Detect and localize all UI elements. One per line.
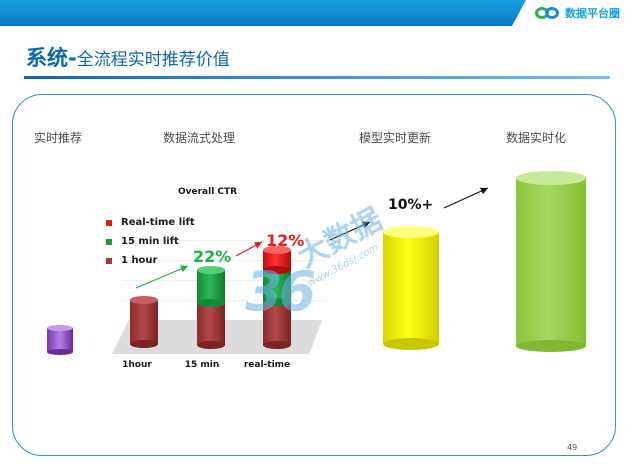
bar-15min [197, 266, 225, 349]
lift-label-22: 22% [193, 247, 232, 266]
model-update-cylinder [383, 226, 439, 350]
title-divider [24, 76, 610, 79]
legend-item-1hour: 1 hour [106, 251, 195, 270]
category-label: 15 min [184, 360, 220, 370]
slide-title-main: 系统- [26, 46, 77, 70]
model-update-lift-label: 10%+ [388, 197, 434, 213]
logo-tab [512, 0, 630, 26]
slide-title-sub: 全流程实时推荐价值 [76, 50, 230, 70]
chart-legend: Real-time lift 15 min lift 1 hour [106, 213, 195, 270]
legend-swatch-green [106, 238, 112, 245]
chart-title: Overall CTR [178, 187, 238, 197]
column-label-model-update: 模型实时更新 [359, 131, 432, 145]
lift-arrow-red [235, 241, 263, 257]
bar-1hour [130, 296, 158, 348]
category-label: real-time [243, 360, 291, 370]
data-realtime-cylinder [516, 171, 586, 352]
legend-label: 1 hour [121, 255, 158, 266]
category-label: 1hour [122, 360, 152, 370]
legend-swatch-brown [106, 257, 112, 264]
flow-arrow-2 [443, 187, 489, 209]
lift-arrow-green [135, 265, 189, 289]
flow-arrow-1 [329, 221, 371, 241]
legend-label: 15 min lift [121, 236, 179, 247]
logo-icon [535, 5, 561, 21]
column-label-realtime-rec: 实时推荐 [34, 131, 83, 145]
legend-item-15min-lift: 15 min lift [106, 232, 195, 251]
realtime-rec-cylinder [47, 325, 73, 355]
bar-realtime [263, 246, 291, 349]
column-label-data-realtime: 数据实时化 [506, 131, 567, 145]
brand-logo: 数据平台圈 [535, 3, 620, 23]
lift-label-12: 12% [266, 231, 305, 250]
legend-swatch-red [106, 219, 112, 226]
legend-item-realtime-lift: Real-time lift [106, 213, 195, 232]
legend-label: Real-time lift [121, 217, 195, 228]
page-number: 49 [567, 443, 578, 452]
column-label-stream-processing: 数据流式处理 [163, 131, 236, 145]
slide-title: 系统-全流程实时推荐价值 [26, 42, 230, 72]
logo-text: 数据平台圈 [565, 7, 620, 20]
